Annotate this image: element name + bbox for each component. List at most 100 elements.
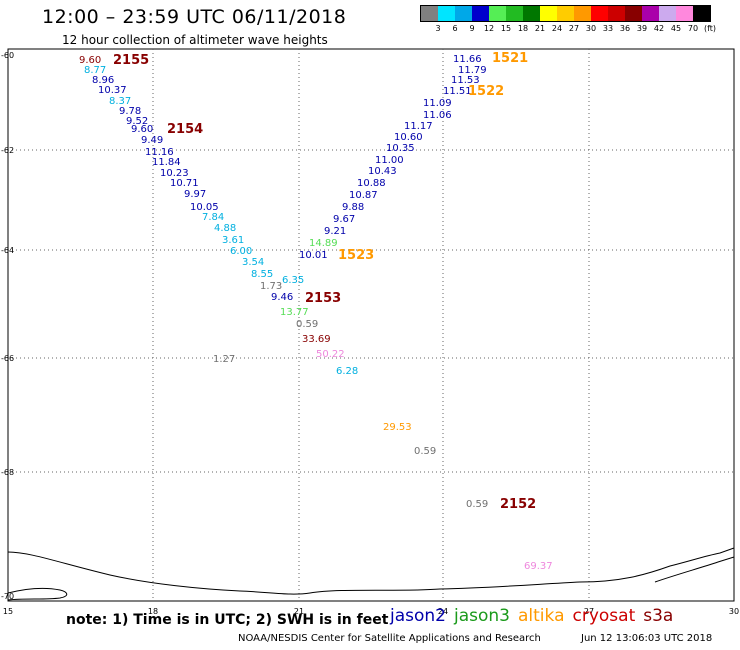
wave-height-value: 9.46	[271, 292, 293, 303]
pass-number: 2155	[113, 53, 149, 68]
wave-height-value: 3.54	[242, 257, 264, 268]
wave-height-value: 11.66	[453, 54, 482, 65]
latitude-label: -62	[1, 146, 14, 155]
wave-height-color-scale: 3 6 9 12 15 18 21 24 27 30 33 36 39 42 45 70 (ft)	[420, 5, 716, 34]
scale-tick-label: 27	[568, 24, 580, 33]
wave-height-value: 11.79	[458, 65, 487, 76]
pass-number: 1521	[492, 51, 528, 66]
wave-height-value: 1.73	[260, 281, 282, 292]
scale-tick-label: 9	[469, 24, 475, 33]
chart-title: 12:00 – 23:59 UTC 06/11/2018	[42, 6, 347, 28]
scale-swatch	[557, 6, 574, 21]
wave-height-value: 1.27	[213, 354, 235, 365]
latitude-label: -64	[1, 246, 14, 255]
scale-tick-label: 42	[653, 24, 665, 33]
scale-tick-label: 30	[585, 24, 597, 33]
pass-number: 2154	[167, 122, 203, 137]
wave-height-value: 10.60	[394, 132, 423, 143]
pass-number: 1523	[338, 248, 374, 263]
longitude-label: 24	[438, 607, 448, 616]
wave-height-value: 11.06	[423, 110, 452, 121]
wave-height-value: 8.55	[251, 269, 273, 280]
wave-height-value: 8.77	[84, 65, 106, 76]
scale-tick-label: 3	[435, 24, 441, 33]
scale-swatch	[608, 6, 625, 21]
scale-tick-label: 36	[619, 24, 631, 33]
wave-height-value: 9.52	[126, 116, 148, 127]
pass-number: 1522	[468, 84, 504, 99]
wave-height-value: 9.97	[184, 189, 206, 200]
wave-height-value: 11.51	[443, 86, 472, 97]
map-border	[7, 48, 735, 602]
scale-swatch	[489, 6, 506, 21]
wave-height-value: 10.71	[170, 178, 199, 189]
latitude-label: -66	[1, 354, 14, 363]
wave-height-value: 11.09	[423, 98, 452, 109]
scale-swatch	[676, 6, 693, 21]
footnote: note: 1) Time is in UTC; 2) SWH is in fe…	[66, 612, 389, 628]
wave-height-value: 14.89	[309, 238, 338, 249]
wave-height-value: 9.60	[79, 55, 101, 66]
legend-jason2: jason2	[390, 606, 446, 626]
scale-swatch	[642, 6, 659, 21]
wave-height-value: 10.87	[349, 190, 378, 201]
color-scale-labels: 3 6 9 12 15 18 21 24 27 30 33 36 39 42 45 70 (ft)	[420, 22, 716, 34]
scale-swatch	[591, 6, 608, 21]
scale-swatch	[506, 6, 523, 21]
wave-height-value: 6.35	[282, 275, 304, 286]
wave-height-value: 10.05	[190, 202, 219, 213]
scale-tick-label: 18	[517, 24, 529, 33]
legend-s3a: s3a	[643, 606, 674, 626]
longitude-label: 30	[729, 607, 739, 616]
longitude-label: 15	[3, 607, 13, 616]
wave-height-value: 29.53	[383, 422, 412, 433]
scale-swatch	[693, 6, 710, 21]
scale-tick-label: 24	[551, 24, 563, 33]
wave-height-value: 0.59	[414, 446, 436, 457]
scale-tick-label: 33	[602, 24, 614, 33]
wave-height-value: 3.61	[222, 235, 244, 246]
longitude-label: 18	[148, 607, 158, 616]
coastline-main	[7, 547, 735, 595]
wave-height-value: 11.84	[152, 157, 181, 168]
scale-swatch	[659, 6, 676, 21]
wave-height-value: 7.84	[202, 212, 224, 223]
wave-height-value: 4.88	[214, 223, 236, 234]
legend-jason3: jason3	[454, 606, 510, 626]
wave-height-value: 11.53	[451, 75, 480, 86]
scale-swatch	[438, 6, 455, 21]
scale-swatch	[625, 6, 642, 21]
wave-height-value: 10.35	[386, 143, 415, 154]
wave-height-value: 0.59	[466, 499, 488, 510]
wave-height-value: 9.21	[324, 226, 346, 237]
wave-height-value: 9.88	[342, 202, 364, 213]
scale-swatch	[455, 6, 472, 21]
wave-height-value: 13.77	[280, 307, 309, 318]
wave-height-value: 10.43	[368, 166, 397, 177]
wave-height-value: 10.01	[299, 250, 328, 261]
scale-tick-label: (ft)	[703, 24, 717, 33]
wave-height-value: 69.37	[524, 561, 553, 572]
longitude-label: 27	[584, 607, 594, 616]
color-scale-swatches	[420, 5, 711, 22]
wave-height-value: 6.28	[336, 366, 358, 377]
wave-height-value: 9.67	[333, 214, 355, 225]
wave-height-value: 10.88	[357, 178, 386, 189]
coastline-inlet	[654, 556, 735, 583]
wave-height-value: 11.00	[375, 155, 404, 166]
generation-timestamp: Jun 12 13:06:03 UTC 2018	[581, 633, 713, 644]
satellite-legend: jason2 jason3 altika cryosat s3a	[390, 606, 673, 626]
wave-height-value: 8.96	[92, 75, 114, 86]
credit-line: NOAA/NESDIS Center for Satellite Applica…	[238, 633, 541, 644]
wave-height-value: 50.22	[316, 349, 345, 360]
scale-swatch	[523, 6, 540, 21]
scale-swatch	[540, 6, 557, 21]
pass-number: 2153	[305, 291, 341, 306]
coastline-islet	[7, 587, 68, 601]
scale-swatch	[421, 6, 438, 21]
scale-tick-label: 15	[500, 24, 512, 33]
map-gridlines	[8, 49, 734, 601]
wave-height-value: 11.17	[404, 121, 433, 132]
wave-height-observations: 9.608.778.9610.378.379.789.529.609.4911.…	[79, 54, 553, 572]
scale-tick-label: 45	[670, 24, 682, 33]
